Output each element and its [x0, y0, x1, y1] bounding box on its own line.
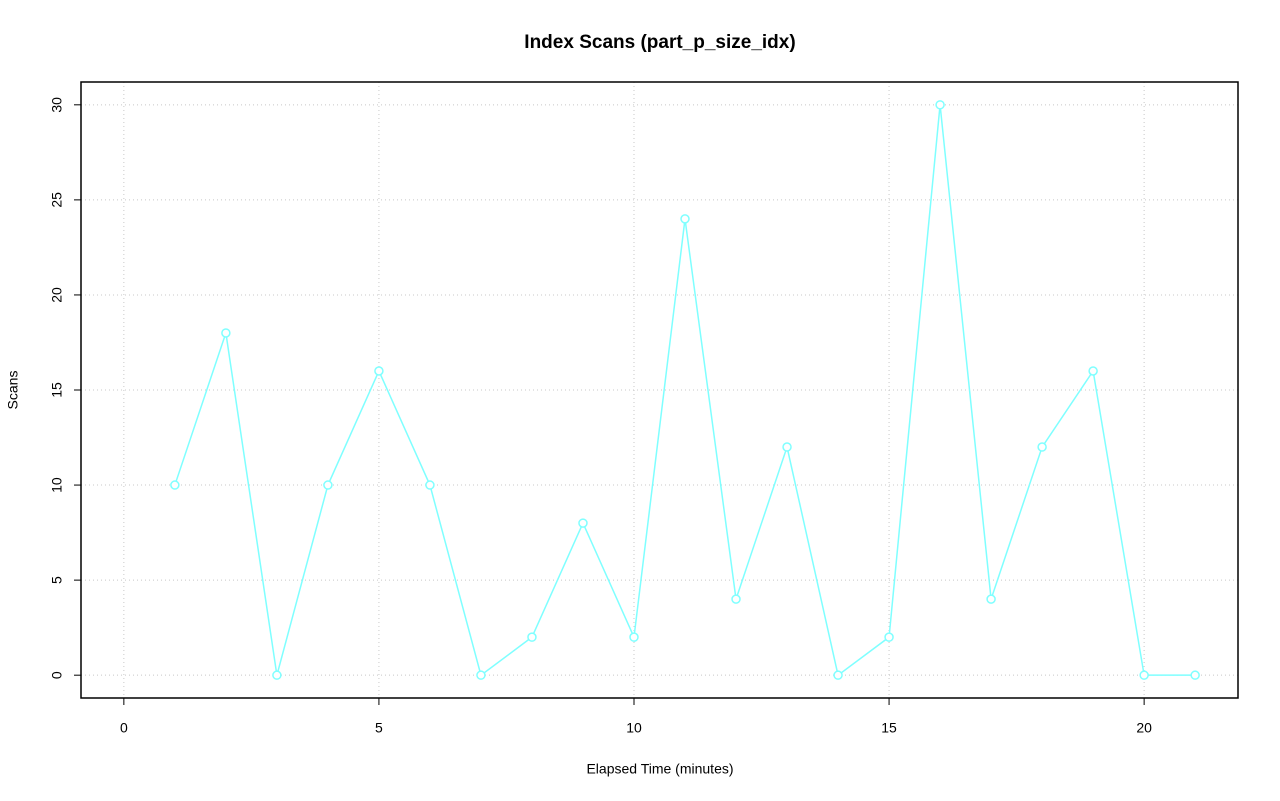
marker	[782, 442, 792, 452]
y-tick-label: 25	[49, 192, 65, 208]
marker	[170, 480, 180, 490]
marker	[884, 632, 894, 642]
marker	[833, 670, 843, 680]
marker	[1037, 442, 1047, 452]
x-tick-label: 10	[626, 720, 642, 736]
marker	[221, 328, 231, 338]
plot-frame	[80, 81, 1239, 699]
marker	[986, 594, 996, 604]
x-tick-label: 20	[1136, 720, 1152, 736]
marker	[425, 480, 435, 490]
marker	[476, 670, 486, 680]
marker	[527, 632, 537, 642]
marker	[1088, 366, 1098, 376]
marker	[1190, 670, 1200, 680]
y-tick-label: 30	[49, 97, 65, 113]
x-tick-label: 15	[881, 720, 897, 736]
y-tick-label: 5	[49, 576, 65, 584]
x-tick-label: 5	[375, 720, 383, 736]
marker	[272, 670, 282, 680]
y-tick-label: 20	[49, 287, 65, 303]
marker	[323, 480, 333, 490]
chart-title: Index Scans (part_p_size_idx)	[524, 32, 795, 53]
marker	[578, 518, 588, 528]
y-tick-label: 15	[49, 382, 65, 398]
y-axis-label: Scans	[5, 371, 21, 410]
marker	[1139, 670, 1149, 680]
marker	[374, 366, 384, 376]
marker	[731, 594, 741, 604]
y-tick-label: 0	[49, 671, 65, 679]
marker	[680, 214, 690, 224]
marker	[629, 632, 639, 642]
marker	[935, 100, 945, 110]
x-axis-label: Elapsed Time (minutes)	[586, 761, 733, 777]
x-tick-label: 0	[120, 720, 128, 736]
y-tick-label: 10	[49, 477, 65, 493]
